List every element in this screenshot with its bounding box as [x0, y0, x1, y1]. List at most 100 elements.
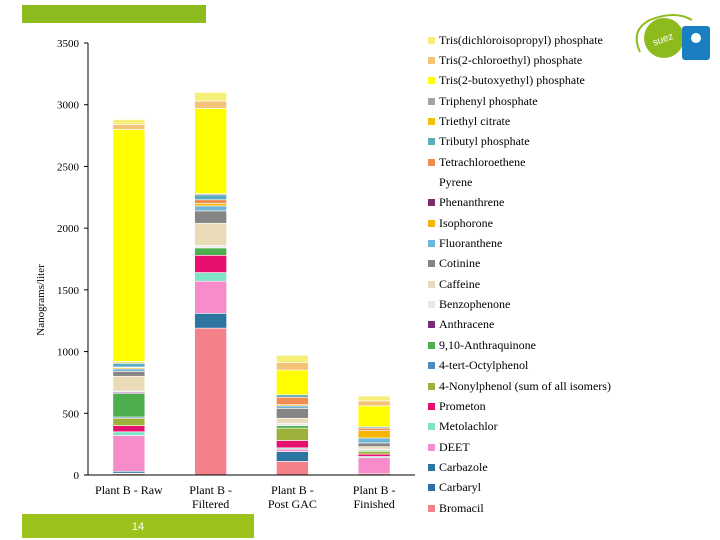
legend-swatch — [428, 402, 435, 410]
bar-segment — [112, 431, 146, 436]
legend-label: Fluoranthene — [439, 236, 503, 251]
bar-segment — [276, 396, 309, 405]
bar-segment — [357, 400, 391, 407]
legend-label: Metolachlor — [439, 419, 498, 434]
legend-swatch — [428, 138, 435, 146]
legend-swatch — [428, 118, 435, 126]
bars — [112, 92, 391, 476]
bar-segment — [276, 369, 309, 396]
company-logo: suez — [620, 10, 715, 65]
bar-segment — [276, 461, 309, 476]
bar-segment — [194, 199, 227, 204]
legend-swatch — [428, 179, 435, 187]
x-category-label: Plant B -Finished — [353, 483, 396, 511]
bar-segment — [112, 368, 146, 372]
bar-segment — [276, 405, 309, 409]
bar-segment — [112, 375, 146, 392]
bar-segment — [276, 354, 309, 363]
legend-label: DEET — [439, 439, 470, 454]
bar-segment — [357, 457, 391, 475]
bar-segment — [194, 194, 227, 201]
bar-segment — [194, 280, 227, 314]
y-axis-label: Nanograms/liter — [35, 264, 47, 336]
x-axis: Plant B - Raw Plant B -Filtered Plant B -P… — [88, 474, 415, 511]
legend-swatch — [428, 443, 435, 451]
y-tick-label: 1500 — [57, 285, 80, 297]
legend-label: Carbazole — [439, 459, 488, 474]
y-tick-label: 1000 — [57, 347, 80, 359]
legend-label: Anthracene — [439, 317, 495, 332]
legend-item: Carbaryl — [428, 478, 658, 498]
legend-item: 4-tert-Octylphenol — [428, 356, 658, 376]
top-accent-bar — [22, 5, 206, 23]
legend: Tris(dichloroisopropyl) phosphate Tris(2-… — [428, 30, 658, 518]
bar-segment — [194, 108, 227, 194]
bar-segment — [194, 272, 227, 282]
legend-label: Tributyl phosphate — [439, 134, 530, 149]
bar-segment — [357, 446, 391, 450]
bar-segment — [194, 327, 227, 476]
legend-swatch — [428, 158, 435, 166]
legend-swatch — [428, 97, 435, 105]
legend-label: Triphenyl phosphate — [439, 93, 538, 108]
legend-item: Fluoranthene — [428, 233, 658, 253]
bar-segment — [276, 362, 309, 371]
bar-segment — [276, 440, 309, 449]
legend-label: Tris(2-chloroethyl) phosphate — [439, 53, 583, 68]
legend-item: Metolachlor — [428, 417, 658, 437]
legend-label: Tris(2-butoxyethyl) phosphate — [439, 73, 585, 88]
legend-item: Benzophenone — [428, 294, 658, 314]
legend-item: 4-Nonylphenol (sum of all isomers) — [428, 376, 658, 396]
bar-segment — [276, 408, 309, 419]
legend-swatch — [428, 280, 435, 288]
legend-label: Tetrachloroethene — [439, 154, 526, 169]
legend-label: Tris(dichloroisopropyl) phosphate — [439, 32, 603, 47]
x-category-label: Plant B - Raw — [95, 483, 163, 497]
bar-segment — [112, 124, 146, 130]
y-tick-label: 0 — [74, 470, 80, 482]
bar-segment — [194, 92, 227, 102]
legend-swatch — [428, 301, 435, 309]
y-tick-label: 2500 — [57, 161, 80, 173]
bar-segment — [276, 451, 309, 462]
legend-label: Prometon — [439, 398, 486, 413]
bar-segment — [357, 405, 391, 428]
legend-swatch — [428, 484, 435, 492]
legend-item: Caffeine — [428, 274, 658, 294]
bar-segment — [357, 437, 391, 444]
legend-item: Anthracene — [428, 315, 658, 335]
legend-label: Caffeine — [439, 276, 481, 291]
legend-label: Pyrene — [439, 175, 473, 190]
y-axis: 0 500 1000 1500 2000 2500 3000 3500 — [57, 38, 89, 482]
bar-segment — [112, 119, 146, 125]
legend-swatch — [428, 57, 435, 65]
legend-swatch — [428, 382, 435, 390]
y-tick-label: 3000 — [57, 100, 80, 112]
bar-segment — [194, 254, 227, 273]
bar-segment — [112, 362, 146, 368]
bar-segment — [357, 427, 391, 431]
legend-item: Tris(2-butoxyethyl) phosphate — [428, 71, 658, 91]
legend-swatch — [428, 199, 435, 207]
legend-label: Benzophenone — [439, 297, 511, 312]
legend-item: Triphenyl phosphate — [428, 91, 658, 111]
legend-label: Isophorone — [439, 215, 493, 230]
x-category-label: Plant B -Post GAC — [268, 483, 317, 511]
legend-item: DEET — [428, 437, 658, 457]
bar-segment — [276, 417, 309, 424]
legend-item: Bromacil — [428, 498, 658, 518]
x-category-label: Plant B -Filtered — [189, 483, 232, 511]
legend-label: Cotinine — [439, 256, 481, 271]
bar-segment — [112, 129, 146, 362]
legend-item: 9,10-Anthraquinone — [428, 335, 658, 355]
legend-swatch — [428, 219, 435, 227]
bar-segment — [112, 417, 146, 426]
bar-segment — [194, 210, 227, 224]
bar-segment — [112, 371, 146, 377]
legend-item: Carbazole — [428, 457, 658, 477]
legend-swatch — [428, 504, 435, 512]
legend-label: Triethyl citrate — [439, 114, 511, 129]
y-tick-label: 3500 — [57, 38, 80, 50]
legend-swatch — [428, 77, 435, 85]
